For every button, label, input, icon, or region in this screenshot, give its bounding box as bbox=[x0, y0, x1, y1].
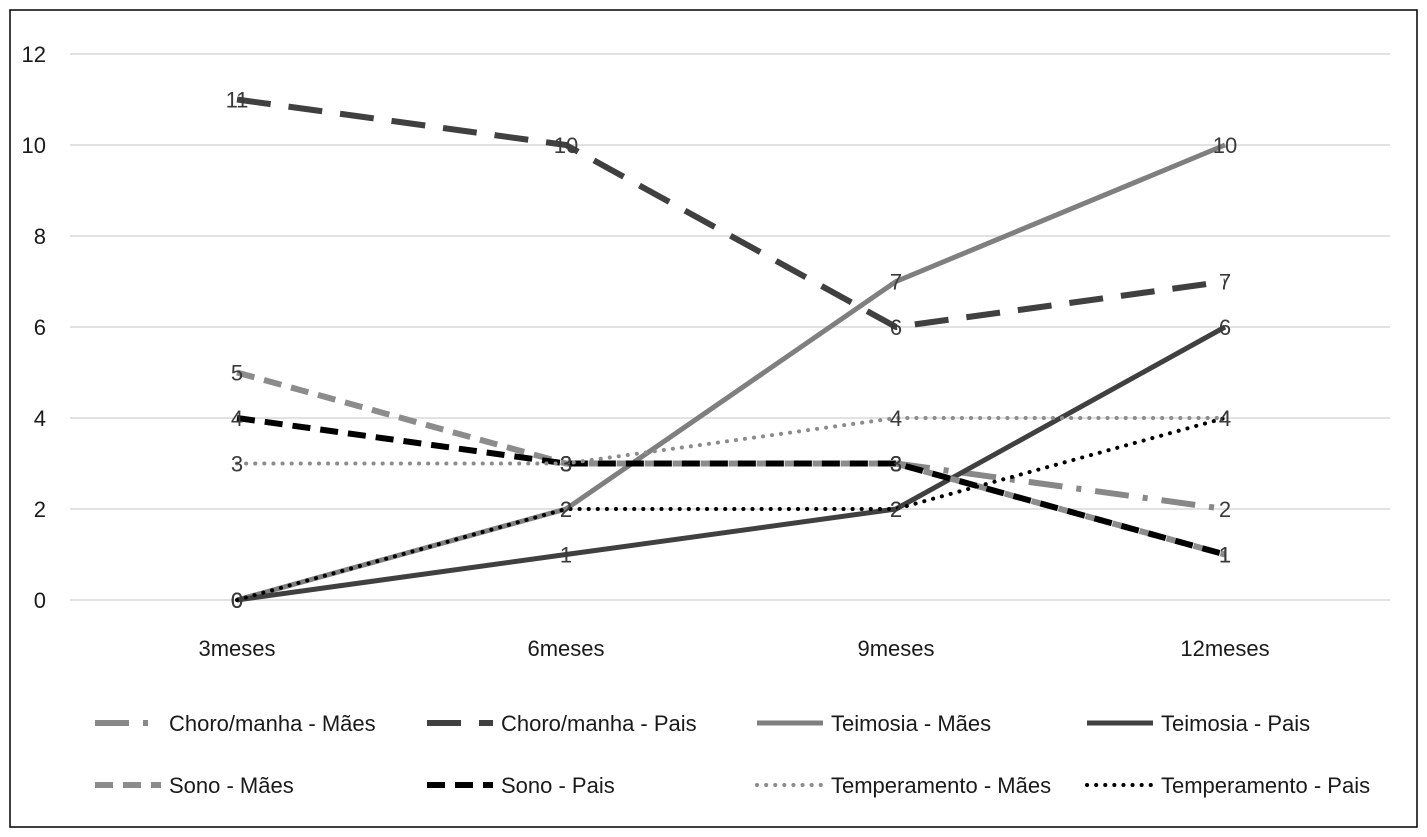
data-label: 2 bbox=[890, 497, 902, 522]
legend: Choro/manha - Mães Choro/manha - Pais Teim… bbox=[95, 711, 1370, 798]
y-tick-label: 10 bbox=[22, 133, 46, 158]
legend-label: Choro/manha - Pais bbox=[501, 711, 697, 736]
data-label: 4 bbox=[1219, 406, 1231, 431]
data-label: 3 bbox=[560, 452, 572, 477]
y-tick-label: 12 bbox=[22, 42, 46, 67]
legend-label: Sono - Pais bbox=[501, 773, 615, 798]
data-label: 1 bbox=[1219, 543, 1231, 568]
legend-label: Choro/manha - Mães bbox=[169, 711, 376, 736]
data-label: 1 bbox=[560, 543, 572, 568]
x-tick-label: 9meses bbox=[857, 636, 934, 661]
data-label: 3 bbox=[560, 452, 572, 477]
data-label: 3 bbox=[560, 452, 572, 477]
data-label: 6 bbox=[890, 315, 902, 340]
data-label: 4 bbox=[890, 406, 902, 431]
data-label: 3 bbox=[890, 452, 902, 477]
data-label: 10 bbox=[554, 133, 578, 158]
data-label: 2 bbox=[560, 497, 572, 522]
data-label: 2 bbox=[560, 497, 572, 522]
series-line bbox=[235, 416, 1227, 466]
y-tick-label: 2 bbox=[34, 497, 46, 522]
data-label: 3 bbox=[231, 452, 243, 477]
legend-label: Temperamento - Mães bbox=[831, 773, 1051, 798]
data-label: 2 bbox=[1219, 497, 1231, 522]
data-label: 10 bbox=[1213, 133, 1237, 158]
data-label: 0 bbox=[231, 588, 243, 613]
data-label: 1 bbox=[1219, 543, 1231, 568]
series-line bbox=[236, 96, 1226, 330]
series-line bbox=[895, 460, 1226, 512]
data-label: 6 bbox=[1219, 315, 1231, 340]
y-tick-label: 8 bbox=[34, 224, 46, 249]
data-label: 3 bbox=[890, 452, 902, 477]
series-line bbox=[236, 369, 1226, 558]
x-axis-ticks: 3meses 6meses 9meses 12meses bbox=[198, 636, 1269, 661]
legend-label: Teimosia - Pais bbox=[1161, 711, 1310, 736]
data-label: 7 bbox=[890, 270, 902, 295]
y-tick-label: 4 bbox=[34, 406, 46, 431]
x-tick-label: 6meses bbox=[527, 636, 604, 661]
data-label: 7 bbox=[1219, 270, 1231, 295]
legend-label: Sono - Mães bbox=[169, 773, 294, 798]
x-tick-label: 3meses bbox=[198, 636, 275, 661]
data-label: 0 bbox=[231, 588, 243, 613]
data-label: 4 bbox=[231, 406, 243, 431]
y-tick-label: 6 bbox=[34, 315, 46, 340]
gridlines bbox=[70, 53, 1390, 601]
x-tick-label: 12meses bbox=[1180, 636, 1269, 661]
data-label: 11 bbox=[226, 88, 249, 113]
data-label: 5 bbox=[231, 361, 243, 386]
data-label: 4 bbox=[1219, 406, 1231, 431]
legend-label: Temperamento - Pais bbox=[1161, 773, 1370, 798]
y-axis-ticks: 0 2 4 6 8 10 12 bbox=[22, 42, 46, 613]
series-line bbox=[236, 142, 1226, 603]
data-label: 0 bbox=[231, 588, 243, 613]
series-lines bbox=[235, 96, 1227, 603]
legend-label: Teimosia - Mães bbox=[831, 711, 991, 736]
y-tick-label: 0 bbox=[34, 588, 46, 613]
data-label: 3 bbox=[890, 452, 902, 477]
data-label: 2 bbox=[890, 497, 902, 522]
